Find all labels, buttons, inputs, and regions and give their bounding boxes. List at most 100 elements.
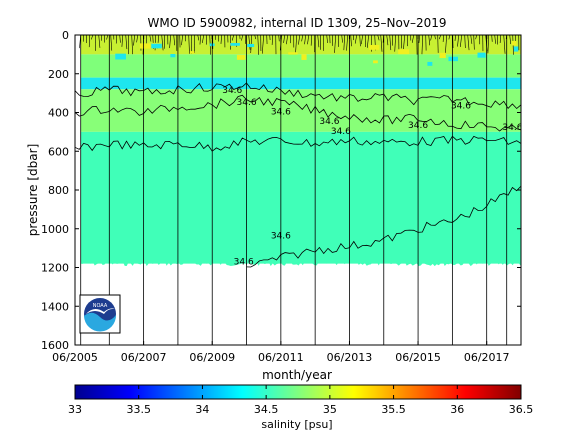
surface-noise-stroke xyxy=(91,35,94,40)
surface-noise-stroke xyxy=(341,35,343,43)
surface-noise-stroke xyxy=(438,35,442,40)
surface-noise-stroke xyxy=(181,35,184,46)
surface-noise-stroke xyxy=(448,35,451,40)
x-tick-label: 06/2009 xyxy=(189,351,235,364)
y-tick-label: 1600 xyxy=(41,339,69,352)
surface-patch xyxy=(373,60,378,64)
x-tick-label: 06/2013 xyxy=(327,351,373,364)
surface-patch xyxy=(151,43,162,49)
surface-patch xyxy=(511,40,517,46)
surface-noise-stroke xyxy=(418,35,421,43)
surface-noise-stroke xyxy=(499,35,502,44)
surface-patch xyxy=(230,43,240,46)
surface-noise-stroke xyxy=(202,35,205,43)
surface-noise-stroke xyxy=(261,35,265,54)
surface-noise-stroke xyxy=(377,35,380,41)
surface-noise-stroke xyxy=(257,35,260,55)
surface-patch xyxy=(236,54,246,60)
surface-patch xyxy=(115,53,126,60)
contour-label: 34.6 xyxy=(234,258,254,268)
surface-noise-stroke xyxy=(295,35,298,55)
surface-patch xyxy=(369,44,380,50)
colorbar-tick-label: 36.5 xyxy=(509,403,534,416)
surface-noise-stroke xyxy=(444,35,448,55)
noaa-logo-text: NOAA xyxy=(93,303,108,309)
surface-noise-stroke xyxy=(121,35,124,47)
surface-noise-stroke xyxy=(173,35,175,46)
colorbar-ticks: 33 33.5 34 34.5 35 35.5 36 36.5 xyxy=(68,385,533,416)
y-tick-label: 1200 xyxy=(41,262,69,275)
surface-noise-stroke xyxy=(248,35,251,50)
surface-noise-stroke xyxy=(386,35,389,46)
contour-label: 34.6 xyxy=(271,107,291,117)
y-tick-label: 600 xyxy=(48,145,69,158)
salinity-layer-1 xyxy=(80,54,521,78)
surface-noise-stroke xyxy=(491,35,493,42)
salinity-layer-4 xyxy=(80,131,521,264)
x-axis-label: month/year xyxy=(262,368,332,382)
colorbar-tick-label: 33 xyxy=(68,403,82,416)
contour-label: 34.6 xyxy=(408,121,428,131)
surface-noise-stroke xyxy=(131,35,133,55)
surface-noise-stroke xyxy=(509,35,512,45)
y-tick-label: 800 xyxy=(48,184,69,197)
surface-patch xyxy=(247,43,255,47)
surface-noise-stroke xyxy=(442,35,445,42)
surface-patch xyxy=(139,43,151,49)
colorbar-label: salinity [psu] xyxy=(261,418,332,431)
surface-patch xyxy=(513,46,519,52)
y-tick-label: 1400 xyxy=(41,300,69,313)
surface-noise-stroke xyxy=(361,35,364,45)
surface-noise-stroke xyxy=(133,35,136,46)
profile-lines xyxy=(80,35,508,345)
surface-noise-stroke xyxy=(454,35,457,41)
surface-noise-stroke xyxy=(278,35,280,42)
contour-label: 34.6 xyxy=(331,127,351,137)
surface-noise-stroke xyxy=(430,35,433,41)
surface-noise-stroke xyxy=(317,35,320,48)
salinity-layer-2 xyxy=(80,77,521,90)
colorbar-tick-label: 34 xyxy=(195,403,209,416)
x-tick-label: 06/2007 xyxy=(121,351,167,364)
surface-noise-stroke xyxy=(110,35,113,51)
noaa-logo-gull xyxy=(86,308,115,314)
surface-patch xyxy=(398,49,410,55)
surface-noise-stroke xyxy=(460,35,463,47)
surface-noise-stroke xyxy=(136,35,139,43)
contour-label: 34.6 xyxy=(222,86,242,96)
surface-noise-stroke xyxy=(403,35,406,50)
surface-noise-stroke xyxy=(334,35,337,53)
noaa-logo: NOAA xyxy=(79,294,121,334)
y-tick-label: 0 xyxy=(62,29,69,42)
colorbar-tick-label: 34.5 xyxy=(254,403,279,416)
surface-noise-stroke xyxy=(301,35,304,42)
x-tick-label: 06/2015 xyxy=(395,351,441,364)
surface-noise-stroke xyxy=(464,35,466,49)
surface-patch xyxy=(427,61,433,66)
surface-noise-stroke xyxy=(428,35,431,46)
surface-patch xyxy=(439,52,446,59)
colorbar xyxy=(74,384,522,400)
surface-patch xyxy=(301,54,307,60)
surface-noise-stroke xyxy=(411,35,415,43)
surface-noise-stroke xyxy=(199,35,202,45)
colorbar-tick-label: 35.5 xyxy=(381,403,406,416)
salinity-layers xyxy=(80,35,521,264)
surface-patch xyxy=(170,54,176,58)
surface-noise-stroke xyxy=(494,35,496,44)
surface-noise-stroke xyxy=(286,35,289,45)
surface-noise-stroke xyxy=(298,35,301,45)
surface-noise xyxy=(79,35,521,267)
y-axis-label: pressure [dbar] xyxy=(26,144,40,237)
contour-label: 34.6 xyxy=(319,117,339,127)
contour-label: 34.6 xyxy=(271,231,291,241)
surface-noise-stroke xyxy=(220,35,223,44)
surface-noise-stroke xyxy=(467,35,470,51)
surface-noise-stroke xyxy=(346,35,349,51)
surface-noise-stroke xyxy=(310,35,313,46)
surface-noise-stroke xyxy=(197,35,200,41)
bottom-edge xyxy=(80,261,521,267)
surface-noise-stroke xyxy=(475,35,478,40)
contour-label: 34.6 xyxy=(502,123,522,133)
